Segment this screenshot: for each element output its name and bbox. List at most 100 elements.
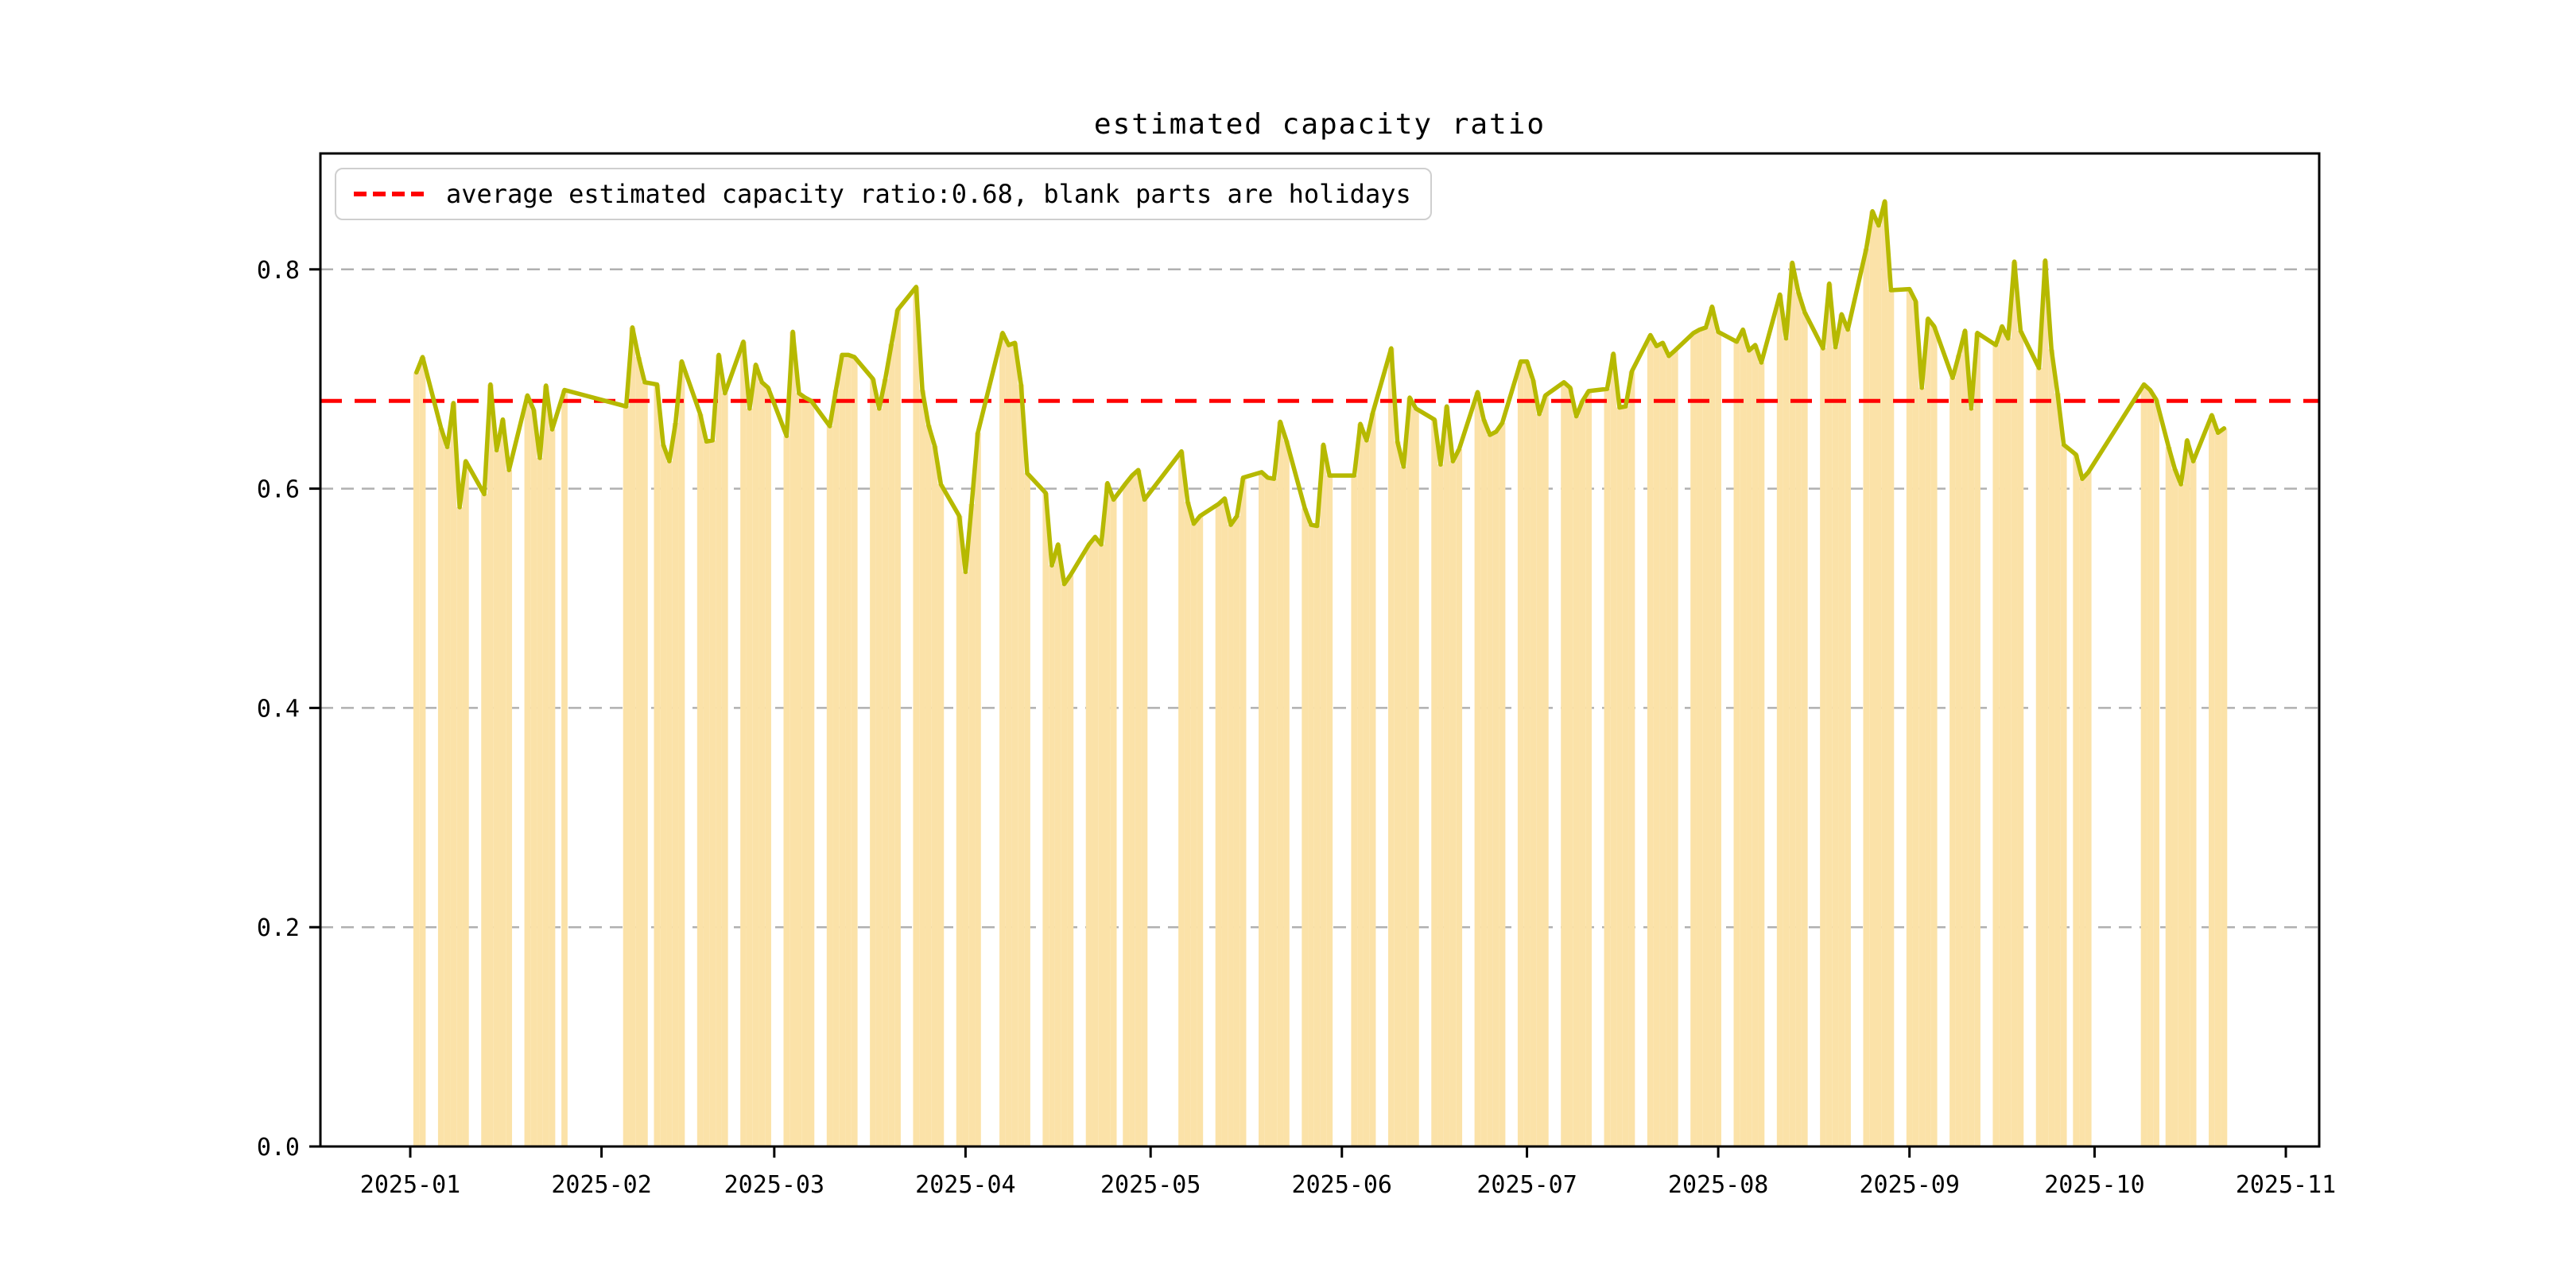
workday-bar (1702, 327, 1709, 1147)
workday-bar (1752, 344, 1759, 1146)
workday-bar (931, 445, 938, 1146)
workday-bar (1141, 499, 1148, 1146)
workday-bar (1313, 526, 1321, 1146)
workday-bar (1968, 408, 1975, 1146)
workday-bar (635, 357, 642, 1146)
workday-bar (1783, 338, 1790, 1146)
workday-bar (642, 382, 648, 1146)
workday-bar (1456, 448, 1463, 1146)
workday-bar (481, 494, 487, 1146)
workday-bar (1042, 493, 1049, 1146)
workday-bar (2171, 468, 2178, 1146)
legend-dash-icon (354, 192, 424, 196)
workday-bar (1955, 355, 1962, 1146)
workday-bar (1487, 435, 1493, 1146)
workday-bar (1610, 353, 1617, 1146)
workday-bar (1567, 387, 1573, 1146)
workday-bar (561, 390, 568, 1146)
y-tick-label: 0.4 (257, 695, 300, 723)
workday-bar (1573, 416, 1580, 1146)
y-tick-label: 0.2 (257, 914, 300, 942)
workday-bar (1579, 401, 1586, 1146)
y-axis: 0.0 0.2 0.4 0.6 0.8 (257, 257, 320, 1162)
workday-bar (1443, 406, 1450, 1146)
x-tick-label: 2025-03 (724, 1171, 824, 1199)
workday-bar (1123, 483, 1130, 1146)
workday-bar (1801, 312, 1808, 1146)
workday-bar (796, 393, 802, 1146)
axes-spines (319, 152, 2321, 1148)
workday-bar (925, 425, 932, 1146)
workday-bar (1326, 475, 1333, 1146)
workday-bar (1869, 211, 1876, 1146)
workday-bar (1690, 332, 1697, 1147)
workday-bar (2165, 447, 2172, 1146)
workday-bar (1302, 508, 1309, 1146)
workday-bar (1406, 398, 1413, 1146)
workday-bar (894, 309, 901, 1146)
workday-bar (450, 403, 457, 1147)
workday-bar (875, 408, 883, 1146)
workday-bar (746, 408, 753, 1146)
workday-bar (2017, 331, 2024, 1147)
workday-bar (1887, 290, 1895, 1147)
workday-bar (654, 384, 661, 1147)
workday-bar (437, 428, 444, 1146)
workday-bar (2085, 471, 2092, 1146)
workday-bar (1363, 440, 1370, 1146)
workday-bar (524, 395, 531, 1146)
workday-bar (1129, 475, 1135, 1146)
workday-bar (1005, 344, 1012, 1146)
workday-bar (462, 461, 469, 1146)
workday-bar (888, 343, 895, 1146)
x-tick-label: 2025-05 (1100, 1171, 1201, 1199)
workday-bar (1733, 341, 1740, 1147)
workday-bar (1776, 294, 1783, 1147)
workday-bar (913, 286, 920, 1146)
workday-bar (2042, 260, 2049, 1146)
workday-bar (1264, 477, 1271, 1146)
workday-bar (1585, 390, 1593, 1146)
workday-bar (506, 470, 513, 1146)
workday-bar (1622, 406, 1629, 1146)
workday-bar (808, 401, 815, 1146)
workday-bar (1653, 346, 1660, 1147)
y-tick-label: 0.6 (257, 476, 300, 504)
workday-bar (1098, 544, 1104, 1146)
workday-bar (413, 372, 420, 1146)
workday-bar (2048, 349, 2055, 1146)
workday-bar (1067, 575, 1074, 1146)
workday-bar (1085, 544, 1092, 1146)
workday-bar (696, 413, 704, 1146)
workday-bar (1647, 335, 1654, 1146)
workday-bar (919, 390, 925, 1146)
workday-bar (1259, 471, 1265, 1146)
workday-bar (1715, 332, 1721, 1146)
x-tick-label: 2025-09 (1859, 1171, 1959, 1199)
workday-bar (1190, 523, 1197, 1146)
workday-bar (1184, 502, 1191, 1146)
workday-bar (1110, 499, 1117, 1146)
workday-bar (1671, 350, 1678, 1146)
workday-bar (937, 484, 945, 1146)
workday-bar (2073, 454, 2080, 1146)
workday-bar (1992, 344, 2000, 1146)
workday-bar (1604, 389, 1611, 1147)
workday-bar (2054, 393, 2061, 1146)
workday-bar (444, 447, 451, 1146)
workday-bar (660, 444, 667, 1146)
workday-bar (1413, 408, 1419, 1146)
workday-bar (1271, 479, 1278, 1146)
workday-bar (1308, 525, 1314, 1146)
workday-bar (1228, 525, 1234, 1146)
workday-bar (721, 393, 728, 1146)
x-tick-label: 2025-10 (2044, 1171, 2144, 1199)
y-tick-label: 0.8 (257, 257, 300, 285)
workday-bar (456, 507, 463, 1146)
capacity-ratio-line (414, 199, 2227, 587)
workday-bar (1517, 361, 1524, 1146)
workday-bar (826, 425, 833, 1146)
